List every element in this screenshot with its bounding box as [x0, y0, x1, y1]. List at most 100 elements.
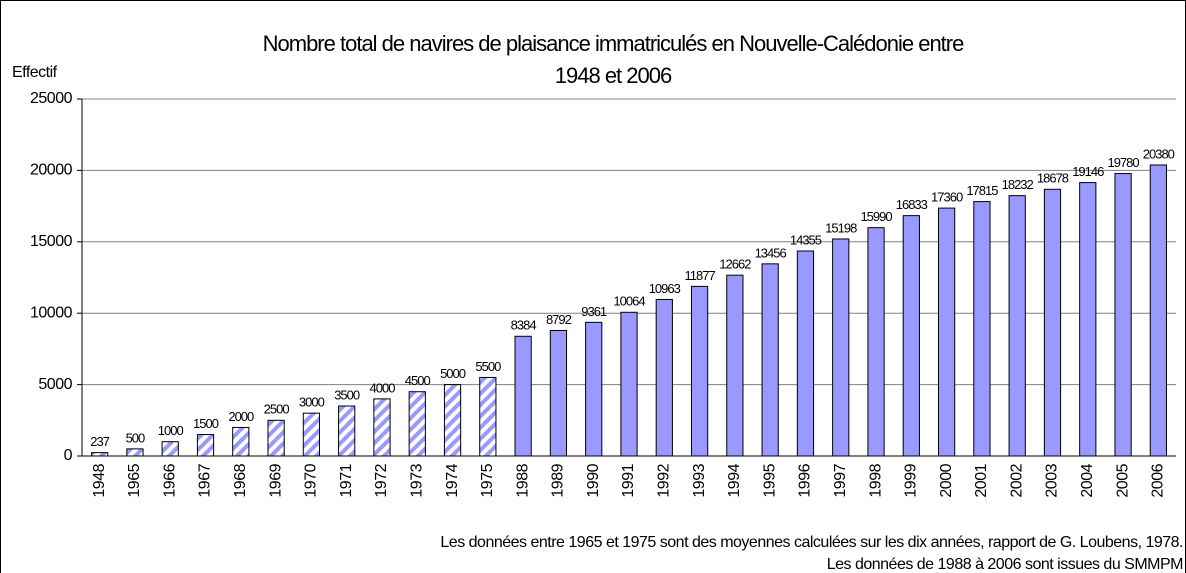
- value-label: 3000: [299, 395, 325, 410]
- bar: [267, 419, 285, 457]
- y-tick-label: 20000: [30, 162, 73, 179]
- value-label: 1500: [193, 416, 219, 431]
- x-tick-label: 1975: [479, 463, 496, 497]
- value-label: 19780: [1107, 155, 1139, 170]
- x-tick-label: 1989: [550, 463, 567, 497]
- y-tick-label: 15000: [30, 233, 73, 250]
- x-tick-label: 2006: [1150, 463, 1167, 497]
- value-label: 13456: [755, 245, 787, 260]
- bar: [479, 376, 497, 457]
- bar: [690, 285, 709, 457]
- bar: [232, 426, 250, 457]
- bar: [902, 215, 920, 457]
- value-label: 2500: [264, 402, 290, 417]
- bar: [655, 298, 673, 457]
- y-tick-label: 10000: [30, 304, 73, 321]
- value-label: 16833: [896, 197, 928, 212]
- x-tick-label: 1971: [338, 463, 355, 497]
- x-tick-label: 1992: [656, 463, 673, 497]
- bar: [1114, 173, 1132, 457]
- x-tick-label: 2003: [1044, 463, 1061, 497]
- bar: [443, 384, 462, 457]
- value-label: 10064: [613, 294, 645, 309]
- value-label: 3500: [334, 387, 360, 402]
- chart-title: 1948 et 2006: [555, 63, 672, 88]
- x-tick-label: 1997: [832, 463, 849, 497]
- bar: [620, 311, 638, 457]
- bar: [1149, 164, 1167, 457]
- bar: [302, 412, 321, 457]
- bar: [1008, 195, 1026, 457]
- value-label: 11877: [684, 268, 715, 283]
- x-tick-label: 1994: [726, 463, 743, 497]
- value-label: 4000: [370, 380, 396, 395]
- value-label: 4500: [405, 373, 431, 388]
- bar: [973, 201, 991, 457]
- y-axis-label: Effectif: [12, 64, 58, 81]
- bar: [585, 321, 603, 457]
- bar: [832, 238, 850, 457]
- value-label: 17360: [931, 190, 963, 205]
- x-tick-label: 1995: [761, 463, 778, 497]
- x-tick-label: 1967: [197, 463, 214, 497]
- note: Les données entre 1965 et 1975 sont des …: [440, 534, 1183, 551]
- bar: [937, 207, 956, 457]
- value-label: 2000: [228, 409, 254, 424]
- x-tick-label: 1974: [444, 463, 461, 497]
- value-label: 8792: [546, 312, 572, 327]
- bar: [126, 448, 144, 457]
- bar: [726, 274, 744, 457]
- bar: [408, 391, 426, 457]
- x-tick-label: 1969: [267, 463, 284, 497]
- value-label: 5500: [475, 359, 501, 374]
- bar: [1043, 188, 1062, 457]
- value-label: 15198: [825, 220, 857, 235]
- value-label: 237: [90, 434, 109, 449]
- x-tick-label: 1970: [303, 463, 320, 497]
- value-label: 9361: [581, 304, 607, 319]
- value-label: 5000: [440, 366, 466, 381]
- value-label: 20380: [1143, 146, 1175, 161]
- x-tick-label: 1996: [797, 463, 814, 497]
- y-tick-label: 5000: [38, 376, 72, 393]
- x-tick-label: 1990: [585, 463, 602, 497]
- note: Les données de 1988 à 2006 sont issues d…: [827, 556, 1183, 573]
- value-label: 18232: [1002, 177, 1034, 192]
- x-tick-label: 1988: [514, 463, 531, 497]
- bar: [161, 441, 179, 457]
- value-label: 10963: [649, 281, 681, 296]
- x-tick-label: 2000: [938, 463, 955, 497]
- value-label: 12662: [719, 257, 751, 272]
- chart-title: Nombre total de navires de plaisance imm…: [263, 31, 964, 56]
- x-tick-label: 1999: [903, 463, 920, 497]
- bar: [549, 329, 568, 457]
- x-tick-label: 1998: [867, 463, 884, 497]
- bar: [796, 250, 815, 457]
- x-tick-label: 1965: [126, 463, 143, 497]
- x-tick-label: 1991: [620, 463, 637, 497]
- value-label: 8384: [511, 318, 537, 333]
- bar: [196, 434, 215, 457]
- value-label: 14355: [790, 232, 822, 247]
- bar: [373, 398, 391, 457]
- value-label: 17815: [966, 183, 998, 198]
- x-tick-label: 1972: [373, 463, 390, 497]
- bar: [761, 263, 779, 457]
- x-tick-label: 1948: [91, 463, 108, 497]
- value-label: 15990: [860, 209, 892, 224]
- value-label: 18678: [1037, 171, 1069, 186]
- x-tick-label: 1966: [161, 463, 178, 497]
- bar: [338, 405, 356, 457]
- bar: [867, 227, 885, 457]
- value-label: 1000: [158, 423, 184, 438]
- value-label: 500: [126, 430, 145, 445]
- bar: [1079, 182, 1097, 457]
- y-tick-label: 25000: [30, 90, 73, 107]
- x-tick-label: 2004: [1079, 463, 1096, 497]
- x-tick-label: 1973: [408, 463, 425, 497]
- bar: [514, 335, 532, 457]
- x-tick-label: 2001: [973, 463, 990, 497]
- x-tick-label: 2005: [1114, 463, 1131, 497]
- value-label: 19146: [1072, 164, 1104, 179]
